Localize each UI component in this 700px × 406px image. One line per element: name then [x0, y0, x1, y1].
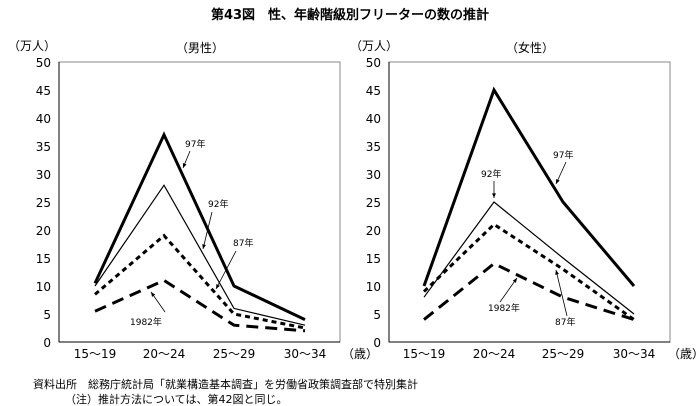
arrow-head [512, 278, 517, 283]
x-tick-label: 15～19 [403, 347, 446, 361]
arrow-head [151, 292, 156, 297]
y-tick-label: 15 [366, 252, 381, 266]
y-axis-label: （万人） [350, 39, 398, 53]
arrow-head [216, 284, 220, 289]
method-note: （注）推計方法については、第42図と同じ。 [65, 393, 288, 406]
y-tick-label: 10 [366, 280, 381, 294]
series-line-1982年 [423, 261, 635, 322]
arrow-head [555, 270, 559, 275]
y-tick-label: 45 [366, 84, 381, 98]
series-label: 97年 [185, 138, 205, 150]
x-axis-label: （歳） [342, 347, 378, 361]
series-line-92年 [423, 201, 635, 315]
x-tick-label: 30～34 [284, 347, 327, 361]
x-tick-label: 20～24 [473, 347, 516, 361]
y-tick-label: 25 [366, 196, 381, 210]
series-label: 87年 [555, 316, 575, 328]
panel-title: （男性） [176, 41, 224, 55]
y-tick-label: 0 [373, 336, 381, 350]
y-axis-label: （万人） [8, 39, 56, 53]
y-tick-label: 50 [36, 56, 51, 70]
series-line-87年 [422, 222, 635, 321]
y-tick-label: 10 [36, 280, 51, 294]
y-tick-label: 25 [36, 196, 51, 210]
arrow-head [556, 179, 560, 184]
y-tick-label: 45 [36, 84, 51, 98]
arrow-head [202, 244, 206, 249]
figure-title: 第43図 性、年齢階級別フリーターの数の推計 [211, 7, 489, 23]
source-note: 資料出所 総務庁統計局「就業構造基本調査」を労働省政策調査部で特別集計 [33, 378, 418, 391]
y-tick-label: 15 [36, 252, 51, 266]
annotation-arrow [202, 211, 213, 250]
x-tick-label: 30～34 [613, 347, 656, 361]
y-tick-label: 5 [43, 308, 51, 322]
y-tick-label: 0 [43, 336, 51, 350]
y-tick-label: 20 [366, 224, 381, 238]
annotation-arrow [555, 269, 568, 317]
series-line-1982年 [94, 278, 306, 333]
y-tick-label: 40 [36, 112, 51, 126]
x-tick-label: 20～24 [143, 347, 186, 361]
series-label: 97年 [553, 149, 573, 161]
x-tick-label: 25～29 [213, 347, 256, 361]
y-tick-label: 20 [36, 224, 51, 238]
series-line-87年 [94, 233, 306, 330]
x-tick-label: 15～19 [74, 347, 117, 361]
arrow-head [492, 193, 496, 198]
x-axis-label: （歳） [668, 347, 700, 361]
y-tick-label: 30 [36, 168, 51, 182]
series-label: 92年 [481, 168, 501, 180]
y-tick-label: 40 [366, 112, 381, 126]
y-tick-label: 30 [366, 168, 381, 182]
arrow-head [182, 163, 187, 168]
x-tick-label: 25～29 [542, 347, 585, 361]
y-tick-label: 5 [373, 308, 381, 322]
series-line-97年 [93, 131, 306, 321]
y-tick-label: 35 [36, 140, 51, 154]
annotation-arrow [499, 277, 518, 303]
y-tick-label: 35 [366, 140, 381, 154]
series-label: 1982年 [488, 302, 520, 314]
panel-title: （女性） [506, 40, 554, 55]
plot-frame [58, 61, 341, 343]
y-tick-label: 50 [366, 56, 381, 70]
chart-female: （万人） （女性） （歳） 0 5 10 15 20 25 30 35 40 45 50 15～19 20～2… [350, 39, 700, 361]
series-label: 87年 [233, 237, 253, 249]
series-line-97年 [422, 86, 636, 287]
series-label: 1982年 [130, 316, 162, 328]
series-line-92年 [94, 184, 306, 326]
annotation-arrow [215, 250, 237, 290]
plot-frame [388, 61, 671, 343]
series-label: 92年 [208, 198, 228, 210]
